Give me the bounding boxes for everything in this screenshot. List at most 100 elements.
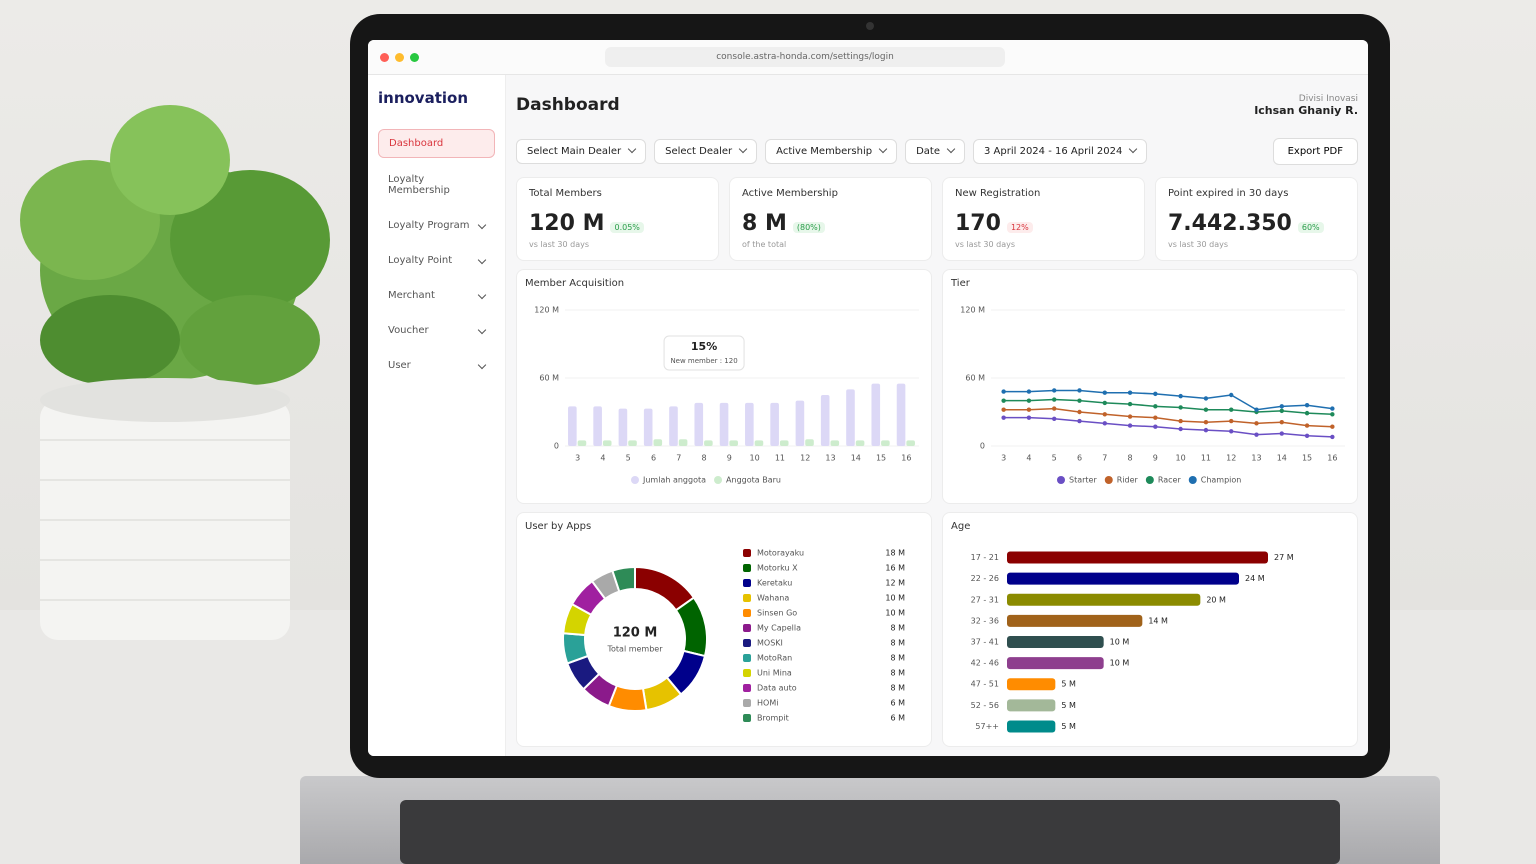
stat-label: Point expired in 30 days [1168, 188, 1289, 199]
menu-item[interactable]: Merchant [378, 282, 495, 309]
filter-dropdown[interactable]: 3 April 2024 - 16 April 2024 [973, 138, 1148, 164]
legend-label: Racer [1158, 476, 1182, 485]
filter-dropdown[interactable]: Select Dealer [654, 138, 758, 164]
donut-segment [611, 565, 636, 593]
stat-card: Point expired in 30 days 7.442.350 60% vs l… [1155, 177, 1358, 261]
bar [628, 440, 637, 446]
value-label: 8 M [890, 639, 905, 648]
point [1203, 396, 1209, 401]
stat-label: Active Membership [742, 188, 838, 199]
value-label: 6 M [890, 714, 905, 723]
x-tick-label: 9 [1153, 454, 1158, 463]
legend-label: Starter [1069, 476, 1097, 485]
legend-swatch [743, 699, 751, 707]
legend-swatch [631, 476, 639, 484]
filter-label: Select Main Dealer [527, 145, 622, 157]
point [1001, 398, 1006, 403]
point [1127, 401, 1133, 407]
menu: Dashboard Loyalty Membership Loyalty Progr… [378, 129, 495, 379]
value-label: 14 M [1148, 616, 1168, 625]
donut-segment [674, 596, 708, 658]
y-tick-label: 52 - 56 [971, 701, 999, 710]
legend-label: Champion [1201, 476, 1242, 485]
logo: innovation [378, 89, 468, 107]
user-menu[interactable]: Divisi Inovasi Ichsan Ghaniy R. [1254, 94, 1358, 117]
point [1203, 427, 1209, 433]
line [1003, 398, 1333, 416]
y-tick-label: 0 [980, 442, 985, 451]
bar [1007, 551, 1268, 564]
y-tick-label: 0 [554, 442, 559, 451]
menu-item[interactable]: Voucher [378, 317, 495, 344]
chevron [477, 360, 487, 370]
user-name: Ichsan Ghaniy R. [1254, 103, 1358, 117]
menu-label: Voucher [388, 325, 429, 336]
tooltip-note: New member : 120 [670, 357, 737, 365]
point [1330, 406, 1335, 411]
filters: Select Main Dealer Select Dealer Active Me… [516, 138, 1148, 164]
stat-value: 170 [955, 211, 1001, 236]
point [1153, 415, 1158, 420]
chevron [477, 290, 487, 300]
address-bar[interactable]: console.astra-honda.com/settings/login [605, 47, 1005, 67]
menu-label: Loyalty Membership [388, 174, 450, 196]
header: Dashboard Divisi Inovasi Ichsan Ghaniy R… [516, 85, 1358, 125]
minimize-button[interactable] [395, 52, 404, 62]
menu-item[interactable]: Dashboard [378, 129, 495, 158]
chart-title: Member Acquisition [525, 278, 625, 289]
x-tick-label: 3 [1001, 454, 1006, 463]
bar [1007, 636, 1104, 648]
stat-change: (80%) [792, 222, 825, 233]
menu-item[interactable]: Loyalty Program [378, 212, 495, 239]
chart: 0 60 M 120 M 3 4 5 6 7 8 9 10 11 12 13 14 15 16 Jumlah an… [534, 306, 919, 485]
maximize-button[interactable] [410, 52, 419, 62]
filter-dropdown[interactable]: Select Main Dealer [516, 138, 647, 164]
filter-dropdown[interactable]: Active Membership [765, 138, 898, 164]
x-tick-label: 9 [727, 454, 732, 463]
tooltip-value: 15% [691, 340, 717, 353]
close-button[interactable] [380, 52, 389, 62]
legend-swatch [743, 624, 751, 632]
chart: 120 M Total member Motorayaku 18 M Motorku X… [562, 549, 905, 723]
value-label: 20 M [1206, 595, 1226, 604]
point [1178, 393, 1183, 399]
point [1330, 424, 1335, 429]
point [1026, 407, 1032, 412]
point [1203, 420, 1209, 425]
x-tick-label: 6 [1077, 454, 1082, 463]
menu-item[interactable]: Loyalty Membership [378, 166, 495, 204]
filter-dropdown[interactable]: Date [905, 138, 965, 164]
menu-item[interactable]: User [378, 352, 495, 379]
point [1102, 421, 1107, 426]
line [1003, 389, 1333, 411]
stat-value: 120 M [529, 211, 605, 236]
point [1153, 391, 1158, 397]
point [1127, 414, 1133, 419]
x-tick-label: 12 [800, 454, 810, 463]
y-tick-label: 22 - 26 [971, 574, 999, 583]
bar [1007, 678, 1056, 691]
filter-row: Select Main Dealer Select Dealer Active Me… [516, 133, 1358, 169]
point [1304, 403, 1310, 408]
point [1330, 412, 1335, 417]
value-label: 5 M [1061, 722, 1076, 731]
browser-bar: console.astra-honda.com/settings/login [368, 40, 1368, 75]
bar [805, 439, 814, 446]
legend-swatch [743, 714, 751, 722]
legend-swatch [714, 476, 723, 484]
donut-total-label: Total member [606, 645, 663, 654]
chevron [477, 255, 487, 265]
legend-swatch [743, 654, 751, 662]
x-tick-label: 11 [775, 454, 785, 463]
legend-label: Motorayaku [757, 549, 804, 558]
bar [593, 406, 602, 446]
point [1077, 398, 1082, 403]
export-button[interactable]: Export PDF [1272, 137, 1358, 165]
bar [871, 383, 881, 446]
menu-item[interactable]: Loyalty Point [378, 247, 495, 274]
legend-swatch [1145, 476, 1154, 484]
menu-label: Dashboard [389, 138, 444, 149]
legend-swatch [743, 579, 751, 587]
bar [1007, 593, 1201, 606]
bar [820, 395, 830, 446]
